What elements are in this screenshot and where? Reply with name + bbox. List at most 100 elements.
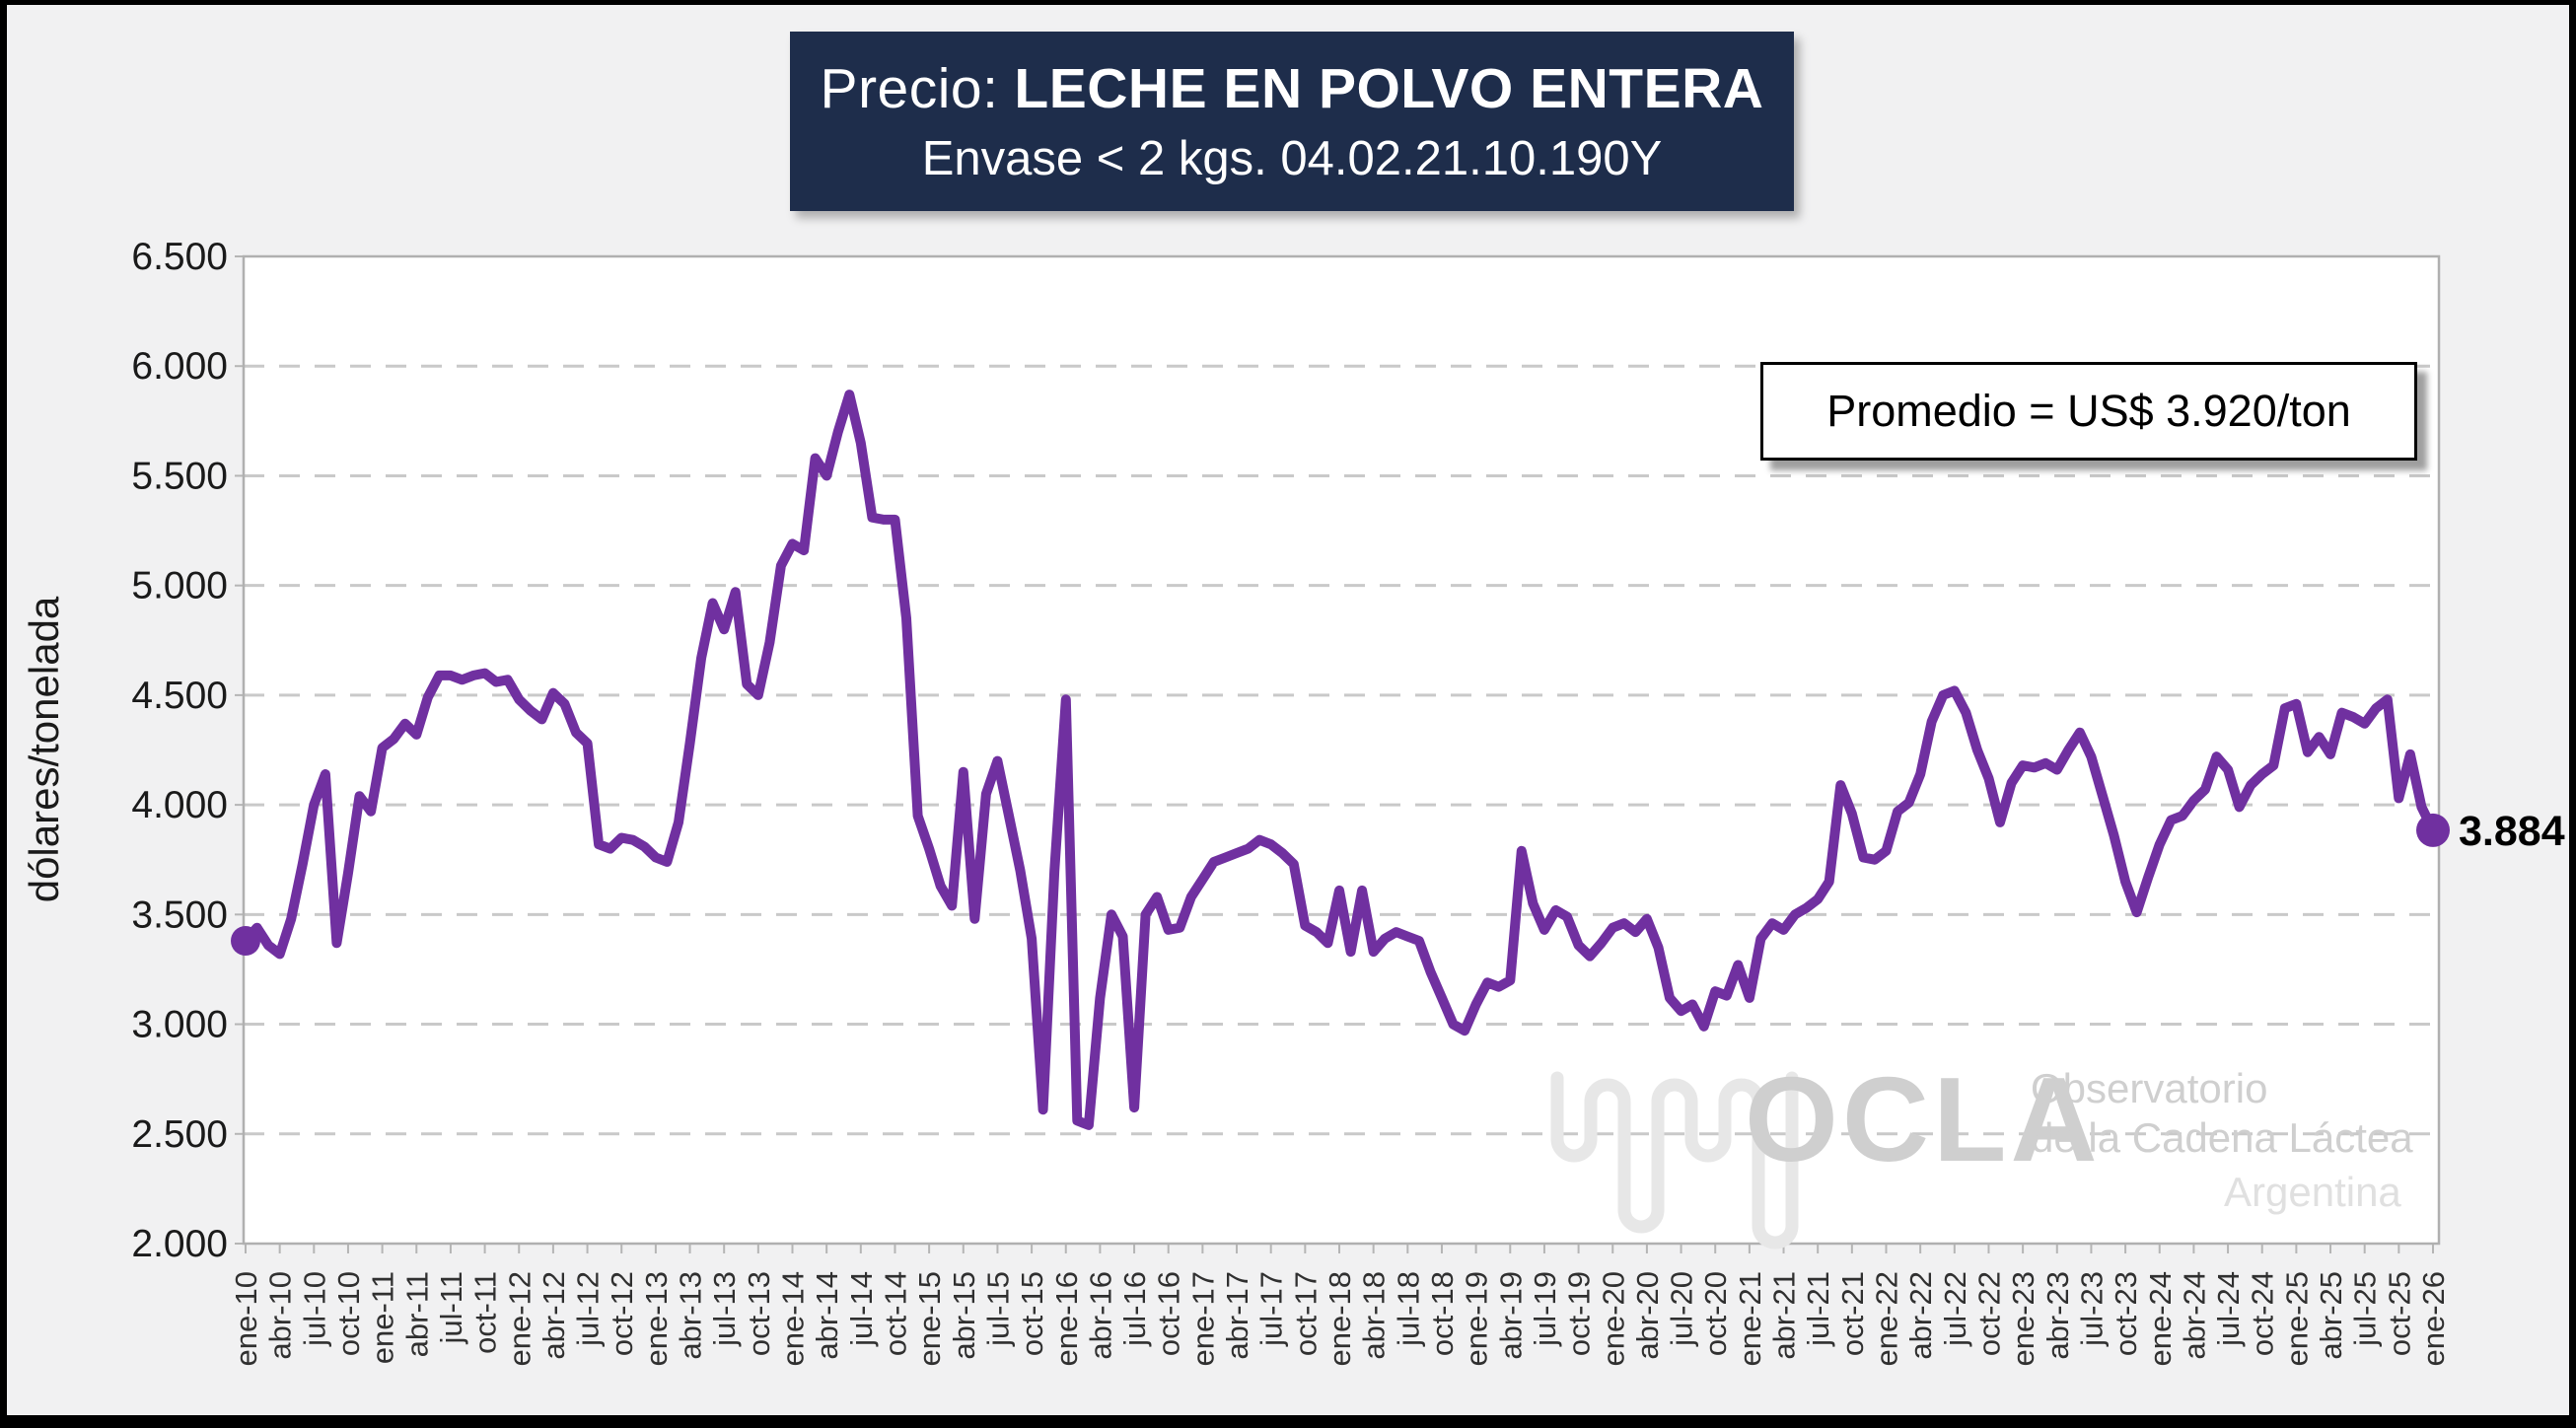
x-tick-label: ene-17 [1185, 1271, 1220, 1367]
watermark-line2: de la Cadena Láctea [2031, 1114, 2413, 1161]
x-tick-label: jul-13 [707, 1271, 742, 1347]
y-tick-label: 2.500 [131, 1113, 228, 1156]
price-line-chart: 2.000 2.500 3.000 3.500 4.000 4.500 5.000 5.500… [21, 236, 2565, 1367]
x-tick-label: oct-24 [2246, 1271, 2280, 1356]
x-tick-label: jul-11 [434, 1271, 468, 1345]
plot-frame [242, 254, 2441, 1246]
title-main: LECHE EN POLVO ENTERA [1014, 57, 1764, 120]
x-tick-label: ene-12 [502, 1271, 537, 1367]
x-tick-label: jul-20 [1665, 1271, 1699, 1347]
x-tick-label: ene-26 [2416, 1271, 2451, 1367]
x-tick-label: jul-21 [1801, 1271, 1835, 1347]
y-tick-label: 5.500 [131, 455, 228, 497]
x-tick-label: ene-23 [2006, 1271, 2040, 1367]
x-tick-label: abr-22 [1903, 1271, 1938, 1360]
y-tick-label: 4.500 [131, 675, 228, 717]
y-tick-label: 3.000 [131, 1004, 228, 1046]
x-tick-label: jul-17 [1254, 1271, 1289, 1347]
y-tick-label: 5.000 [131, 565, 228, 607]
x-tick-label: oct-22 [1971, 1271, 2006, 1356]
x-tick-label: jul-23 [2074, 1271, 2109, 1347]
x-tick-label: oct-15 [1015, 1271, 1049, 1356]
x-tick-label: abr-24 [2177, 1271, 2211, 1360]
title-subtitle: Envase < 2 kgs. 04.02.21.10.190Y [921, 132, 1663, 185]
x-tick-label: oct-14 [878, 1271, 912, 1356]
x-tick-label: jul-19 [1528, 1271, 1562, 1347]
first-point-marker [231, 926, 260, 957]
y-axis-labels: 2.000 2.500 3.000 3.500 4.000 4.500 5.000 5.500… [131, 236, 244, 1265]
x-tick-label: ene-11 [366, 1271, 400, 1364]
x-tick-label: oct-20 [1698, 1271, 1733, 1356]
x-tick-label: abr-17 [1220, 1271, 1254, 1360]
x-tick-label: abr-11 [399, 1271, 434, 1357]
gridlines [244, 364, 2439, 1136]
x-tick-label: ene-25 [2279, 1271, 2314, 1367]
x-tick-label: abr-25 [2314, 1271, 2348, 1360]
x-tick-label: oct-11 [468, 1271, 503, 1354]
x-tick-label: abr-14 [810, 1271, 844, 1360]
x-tick-label: abr-21 [1767, 1271, 1802, 1360]
x-tick-label: abr-10 [263, 1271, 298, 1360]
x-tick-label: abr-23 [2040, 1271, 2075, 1360]
x-tick-label: oct-18 [1425, 1271, 1460, 1356]
last-point-marker [2416, 813, 2450, 847]
x-tick-label: ene-15 [912, 1271, 947, 1367]
chart-title: Precio: LECHE EN POLVO ENTERA [821, 56, 1764, 121]
x-tick-label: ene-14 [776, 1271, 811, 1367]
last-value-label: 3.884 [2459, 808, 2565, 855]
x-tick-label: abr-19 [1493, 1271, 1528, 1360]
x-tick-label: ene-16 [1049, 1271, 1084, 1367]
x-tick-label: oct-17 [1288, 1271, 1323, 1356]
x-axis-labels: ene-10 abr-10 jul-10 oct-10 ene-11 abr-11 jul-… [229, 1244, 2451, 1367]
x-tick-label: oct-25 [2382, 1271, 2416, 1356]
x-tick-label: abr-16 [1083, 1271, 1117, 1360]
x-tick-label: ene-19 [1460, 1271, 1494, 1367]
watermark-logo-text: OCLA [1745, 1052, 2102, 1186]
title-prefix: Precio: [820, 57, 999, 120]
x-tick-label: oct-13 [742, 1271, 776, 1356]
x-tick-label: abr-20 [1630, 1271, 1665, 1360]
x-tick-label: jul-14 [844, 1271, 879, 1347]
x-tick-label: jul-18 [1391, 1271, 1425, 1347]
price-series [231, 390, 2450, 1130]
x-tick-label: jul-24 [2211, 1271, 2246, 1347]
average-annotation-text: Promedio = US$ 3.920/ton [1826, 386, 2351, 436]
x-tick-label: jul-16 [1117, 1271, 1152, 1347]
x-tick-label: ene-20 [1596, 1271, 1630, 1367]
watermark-line1: Observatorio [2031, 1065, 2267, 1111]
x-tick-label: oct-16 [1152, 1271, 1186, 1356]
x-tick-label: oct-21 [1835, 1271, 1870, 1356]
x-tick-label: jul-22 [1938, 1271, 1972, 1347]
y-tick-label: 3.500 [131, 893, 228, 936]
y-tick-label: 2.000 [131, 1223, 228, 1265]
x-tick-label: jul-15 [980, 1271, 1015, 1347]
x-tick-label: abr-13 [674, 1271, 708, 1360]
watermark-line3: Argentina [2224, 1169, 2401, 1215]
x-tick-label: abr-15 [947, 1271, 981, 1360]
x-tick-label: abr-18 [1357, 1271, 1392, 1360]
x-tick-label: ene-10 [229, 1271, 263, 1367]
watermark: OCLA Observatorio de la Cadena Láctea Ar… [1550, 1052, 2413, 1250]
x-tick-label: oct-10 [331, 1271, 366, 1356]
x-tick-label: ene-18 [1323, 1271, 1357, 1367]
x-tick-label: ene-21 [1733, 1271, 1767, 1367]
chart-title-box: Precio: LECHE EN POLVO ENTERA Envase < 2 … [790, 32, 1794, 211]
y-tick-label: 4.000 [131, 784, 228, 826]
x-tick-label: ene-24 [2143, 1271, 2178, 1367]
y-axis-title: dólares/tonelada [21, 596, 67, 902]
x-tick-label: oct-19 [1562, 1271, 1597, 1356]
average-annotation-box: Promedio = US$ 3.920/ton [1760, 362, 2417, 461]
x-tick-label: oct-23 [2109, 1271, 2143, 1356]
ocla-logo-squiggle-icon [1550, 1071, 1799, 1250]
x-tick-label: jul-12 [571, 1271, 606, 1347]
x-tick-label: ene-13 [639, 1271, 674, 1367]
price-line [241, 390, 2438, 1130]
x-tick-label: abr-12 [537, 1271, 571, 1360]
x-tick-label: oct-12 [605, 1271, 639, 1356]
y-tick-label: 6.000 [131, 345, 228, 388]
x-tick-label: jul-25 [2348, 1271, 2383, 1347]
y-tick-label: 6.500 [131, 236, 228, 278]
x-tick-label: jul-10 [297, 1271, 331, 1347]
x-tick-label: ene-22 [1870, 1271, 1904, 1367]
